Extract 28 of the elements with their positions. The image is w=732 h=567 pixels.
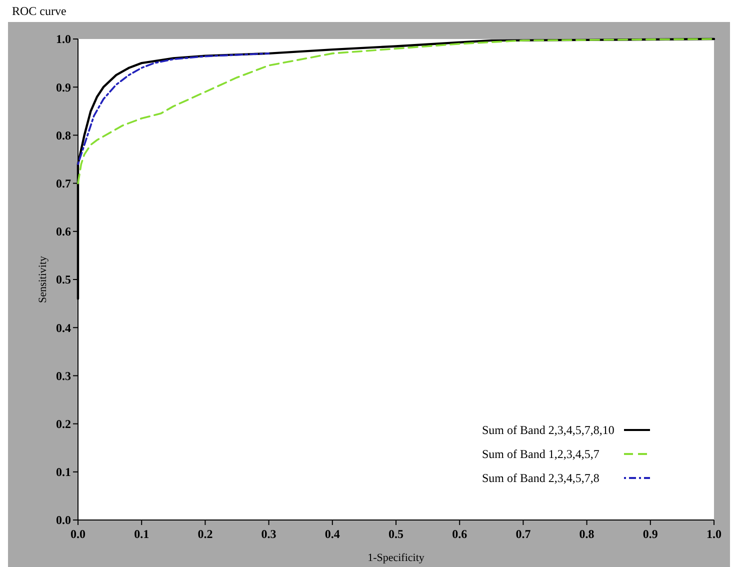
x-tick-label: 0.5 xyxy=(388,527,404,541)
x-tick-label: 0.9 xyxy=(642,527,658,541)
y-tick-label: 0.6 xyxy=(56,224,71,239)
y-tick-label: 0.0 xyxy=(56,513,71,528)
y-tick-label: 1.0 xyxy=(56,32,71,46)
x-tick-label: 0.6 xyxy=(452,527,468,541)
x-tick-label: 0.3 xyxy=(261,527,276,541)
y-tick-label: 0.5 xyxy=(56,272,71,287)
y-tick-label: 0.9 xyxy=(56,80,71,94)
legend-label: Sum of Band 2,3,4,5,7,8,10 xyxy=(482,423,614,437)
y-tick-label: 0.7 xyxy=(56,176,71,190)
x-tick-label: 0.4 xyxy=(324,527,340,541)
y-tick-label: 0.2 xyxy=(56,417,71,431)
y-tick-label: 0.4 xyxy=(56,320,71,335)
legend-label: Sum of Band 1,2,3,4,5,7 xyxy=(482,447,600,461)
chart-title: ROC curve xyxy=(12,4,66,18)
x-axis-title: 1-Specificity xyxy=(368,552,425,564)
x-tick-label: 0.1 xyxy=(134,527,150,541)
y-tick-label: 0.3 xyxy=(56,368,71,383)
y-tick-label: 0.8 xyxy=(56,128,71,142)
x-tick-label: 0.8 xyxy=(579,527,594,541)
y-axis-title: Sensitivity xyxy=(37,255,49,304)
x-tick-label: 0.7 xyxy=(516,527,531,541)
x-tick-label: 1.0 xyxy=(706,527,722,541)
legend-label: Sum of Band 2,3,4,5,7,8 xyxy=(482,471,600,485)
x-tick-label: 0.2 xyxy=(198,527,213,541)
x-tick-label: 0.0 xyxy=(70,527,86,541)
y-tick-label: 0.1 xyxy=(56,465,71,480)
